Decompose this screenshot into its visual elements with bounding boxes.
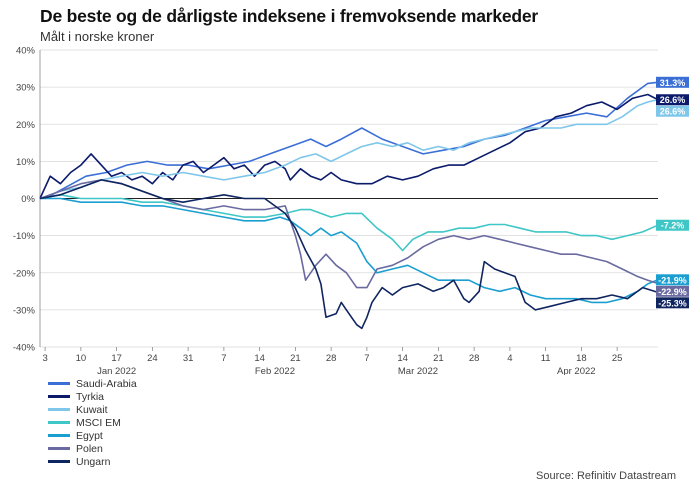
y-tick-label: -40% [13, 343, 36, 354]
legend-item: Polen [48, 442, 137, 455]
y-tick-label: 30% [16, 83, 36, 94]
x-tick-label: 28 [326, 353, 337, 364]
end-label-box [656, 76, 689, 88]
legend-swatch [48, 460, 70, 463]
end-value-label: 26.6% [660, 95, 686, 105]
legend-label: Tyrkia [76, 390, 105, 403]
x-tick-label: 3 [42, 353, 47, 364]
month-label: Jan 2022 [97, 366, 136, 375]
month-label: Feb 2022 [255, 366, 295, 375]
x-tick-label: 10 [76, 353, 87, 364]
legend-swatch [48, 382, 70, 385]
end-value-label: -22.9% [658, 287, 687, 297]
chart-title: De beste og de dårligste indeksene i fre… [40, 6, 539, 26]
end-label-box [656, 94, 689, 106]
x-tick-label: 7 [364, 353, 369, 364]
legend-item: Kuwait [48, 403, 137, 416]
legend-swatch [48, 434, 70, 437]
legend-item: Egypt [48, 429, 137, 442]
y-tick-label: -20% [13, 268, 36, 279]
legend-item: MSCI EM [48, 416, 137, 429]
end-label-box [656, 105, 689, 117]
legend-label: MSCI EM [76, 416, 121, 429]
end-value-label: 26.6% [660, 107, 686, 117]
end-value-label: 31.3% [660, 78, 686, 88]
x-tick-label: 24 [147, 353, 158, 364]
series-line-tyrkia [39, 93, 659, 199]
y-tick-label: 10% [16, 157, 36, 168]
series-line-polen [39, 179, 659, 289]
chart-legend: Saudi-Arabia Tyrkia Kuwait MSCI EM Egypt Pole… [48, 377, 137, 468]
month-label: Mar 2022 [398, 366, 438, 375]
legend-label: Kuwait [76, 403, 108, 416]
legend-item: Tyrkia [48, 390, 137, 403]
x-tick-label: 21 [433, 353, 444, 364]
x-tick-label: 11 [541, 353, 551, 364]
end-value-label: -21.9% [658, 275, 687, 285]
x-tick-label: 14 [397, 353, 408, 364]
y-tick-label: 40% [16, 46, 36, 57]
end-value-label: -7.2% [661, 221, 685, 231]
legend-swatch [48, 421, 70, 424]
end-label-box [656, 285, 689, 297]
end-value-label: -25.3% [658, 298, 687, 308]
series-line-ungarn [39, 179, 659, 330]
x-tick-label: 18 [576, 353, 587, 364]
legend-item: Ungarn [48, 455, 137, 468]
x-tick-label: 31 [183, 353, 194, 364]
y-tick-label: -10% [13, 231, 36, 242]
series-line-egypt [40, 197, 659, 304]
source-note: Source: Refinitiv Datastream [536, 470, 676, 482]
legend-label: Ungarn [76, 455, 111, 468]
legend-label: Saudi-Arabia [76, 377, 137, 390]
x-tick-label: 25 [612, 353, 623, 364]
y-tick-label: 0% [21, 194, 35, 205]
end-label-box [656, 219, 689, 231]
legend-label: Polen [76, 442, 103, 455]
chart-subtitle: Målt i norske kroner [40, 29, 155, 44]
x-tick-label: 4 [507, 353, 512, 364]
end-label-box [656, 274, 689, 286]
legend-label: Egypt [76, 429, 103, 442]
x-tick-label: 28 [469, 353, 480, 364]
x-tick-label: 17 [111, 353, 122, 364]
series-line-saudi-arabia [44, 81, 659, 200]
legend-swatch [48, 447, 70, 450]
y-tick-label: 20% [16, 120, 36, 131]
series-line-msci-em [39, 194, 659, 252]
series-line-kuwait [39, 98, 659, 200]
y-tick-label: -30% [13, 305, 36, 316]
legend-swatch [48, 408, 70, 411]
legend-swatch [48, 395, 70, 398]
line-chart: 40% 30% 20% 10% 0% -10% -20% -30% -40% 3 10 17 24 31 7… [13, 46, 689, 375]
month-label: Apr 2022 [557, 366, 596, 375]
legend-item: Saudi-Arabia [48, 377, 137, 390]
x-tick-label: 7 [221, 353, 226, 364]
x-tick-label: 14 [254, 353, 265, 364]
x-tick-label: 21 [290, 353, 301, 364]
end-label-box [656, 297, 689, 309]
